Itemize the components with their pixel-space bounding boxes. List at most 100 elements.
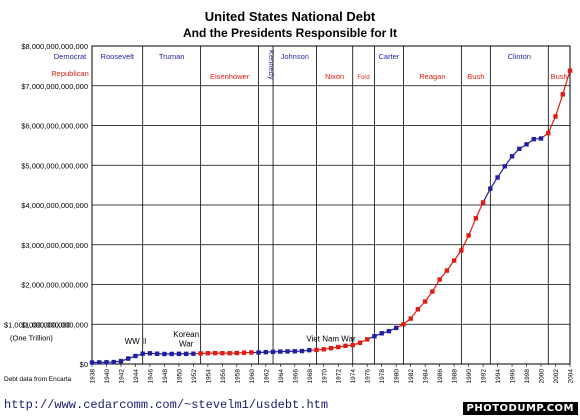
event-annotation: War [179, 340, 194, 349]
president-label: Johnson [281, 52, 309, 61]
trillion-label: $1,000,000,000,000 [4, 320, 71, 329]
debt-point [451, 258, 457, 263]
debt-point [343, 343, 348, 348]
y-tick-label: $8,000,000,000,000 [21, 42, 88, 51]
x-tick-label: 1964 [278, 369, 285, 384]
source-url[interactable]: http://www.cedarcomm.com/~stevelm1/usdeb… [4, 398, 329, 412]
debt-point [270, 349, 276, 355]
debt-point [140, 351, 145, 356]
x-tick-label: 1994 [495, 369, 502, 384]
debt-point [546, 130, 551, 136]
president-label: Eisenhower [210, 72, 250, 81]
debt-point [372, 334, 377, 339]
debt-point [401, 322, 406, 327]
x-tick-label: 1952 [191, 369, 198, 384]
event-annotation: WW II [125, 337, 147, 346]
x-tick-label: 1968 [307, 369, 314, 384]
x-tick-label: 1978 [379, 369, 386, 384]
debt-point [553, 114, 558, 119]
debt-point [567, 68, 573, 73]
x-tick-label: 1982 [408, 369, 415, 384]
debt-point [234, 350, 240, 356]
debt-point [118, 358, 124, 364]
x-tick-label: 1980 [394, 369, 401, 384]
debt-point [473, 216, 479, 221]
x-tick-label: 1954 [205, 369, 212, 384]
debt-point [502, 164, 508, 169]
x-tick-label: 1970 [321, 369, 328, 384]
debt-point [154, 351, 160, 356]
debt-point [111, 359, 116, 365]
x-tick-label: 1956 [220, 369, 227, 384]
president-label: Truman [159, 52, 185, 61]
debt-point [386, 328, 392, 334]
debt-point [205, 351, 211, 356]
debt-point [357, 340, 363, 346]
debt-series [89, 68, 573, 365]
chart-grid [91, 45, 571, 365]
president-bands: Roosevelt Truman Eisenhower Kennedy Johnson N… [51, 46, 568, 364]
debt-point [212, 350, 218, 356]
y-tick-label: $1,000,000,000,000 [21, 320, 88, 329]
debt-point [241, 350, 247, 355]
x-tick-label: 2000 [539, 369, 546, 384]
debt-point [408, 316, 413, 321]
y-tick-label: $2,000,000,000,000 [21, 281, 88, 290]
debt-point [147, 351, 153, 356]
x-tick-label: 1942 [118, 369, 125, 384]
debt-point [227, 351, 232, 356]
debt-point [285, 349, 290, 354]
debt-point [437, 277, 442, 282]
x-tick-label: 1992 [481, 369, 488, 384]
debt-point [365, 337, 370, 342]
x-tick-label: 1972 [336, 369, 343, 384]
debt-point [379, 331, 384, 336]
x-tick-label: 1940 [104, 369, 111, 384]
debt-point [531, 136, 536, 142]
debt-point [307, 347, 312, 353]
x-tick-label: 1960 [249, 369, 256, 384]
data-source-note: Debt data from Encarta [4, 376, 72, 383]
debt-line-segment [460, 235, 470, 251]
debt-point [89, 360, 95, 365]
x-tick-label: 1944 [133, 369, 140, 384]
x-tick-label: 1948 [162, 369, 169, 384]
president-label: Bush [467, 72, 484, 81]
debt-point [328, 345, 334, 351]
y-tick-label: $7,000,000,000,000 [21, 82, 88, 91]
x-tick-label: 1998 [524, 369, 531, 384]
debt-point [292, 349, 297, 354]
debt-point [198, 351, 203, 356]
x-tick-label: 1950 [176, 369, 183, 384]
president-label: Kennedy [267, 50, 276, 80]
event-annotation: Korean [173, 330, 199, 339]
debt-point [133, 353, 138, 359]
debt-point [249, 350, 254, 355]
chart-title: United States National Debt [205, 9, 376, 24]
debt-point [488, 186, 493, 191]
president-label: Nixon [325, 72, 344, 81]
president-label: Clinton [508, 52, 531, 61]
debt-point [524, 142, 529, 147]
x-tick-label: 2002 [553, 369, 560, 384]
x-tick-label: 1958 [234, 369, 241, 384]
debt-point [495, 175, 500, 180]
debt-point [444, 268, 450, 273]
x-tick-label: 1988 [452, 369, 459, 384]
legend-republican: Republican [51, 69, 89, 78]
debt-point [220, 350, 225, 356]
x-tick-label: 1974 [350, 369, 357, 384]
debt-point [350, 342, 355, 348]
debt-point [176, 351, 182, 356]
x-tick-label: 1946 [147, 369, 154, 384]
debt-point [509, 154, 515, 159]
president-label: Reagan [419, 72, 445, 81]
president-label: Carter [379, 52, 400, 61]
debt-point [393, 325, 399, 331]
debt-point [422, 299, 428, 304]
x-tick-label: 1938 [90, 369, 97, 384]
debt-point [480, 200, 486, 205]
debt-chart: United States National Debt And the Pres… [4, 9, 575, 384]
debt-line-segment [482, 188, 491, 203]
x-tick-label: 2004 [568, 369, 575, 384]
